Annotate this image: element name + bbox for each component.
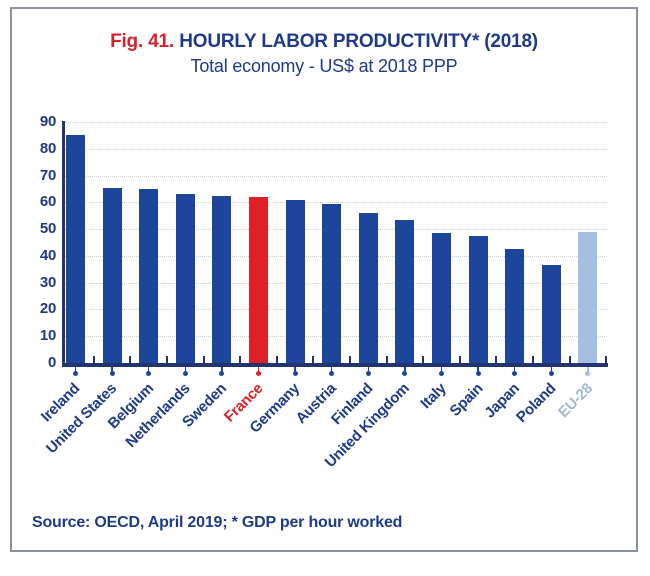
- y-tick-label-70: 70: [39, 166, 56, 184]
- chart-title: HOURLY LABOR PRODUCTIVITY* (2018): [179, 31, 538, 52]
- x-axis-tick: [458, 356, 461, 363]
- bar-united-kingdom: [395, 219, 415, 363]
- marker-dot-icon: [109, 371, 115, 376]
- bar-poland: [541, 265, 561, 363]
- x-axis-tick: [385, 356, 388, 363]
- y-tick-label-80: 80: [39, 139, 56, 157]
- marker-stem: [147, 366, 150, 372]
- marker-stem: [221, 366, 223, 372]
- bar-japan: [505, 249, 525, 363]
- x-axis-line: [62, 363, 608, 367]
- chart-header: Fig. 41. HOURLY LABOR PRODUCTIVITY* (2018…: [10, 30, 638, 77]
- marker-dot-icon: [146, 371, 152, 376]
- marker-dot-icon: [585, 371, 591, 376]
- y-axis-tick-labels: 0 10 20 30 40 50 60 70 80 90: [18, 113, 56, 371]
- marker-dot-icon: [548, 371, 554, 376]
- bar-austria: [322, 203, 342, 363]
- marker-dot-icon: [439, 371, 444, 376]
- marker-dot-icon: [329, 371, 335, 376]
- x-label-eu-28: EU-28: [554, 380, 596, 422]
- x-axis-tick: [239, 356, 242, 363]
- x-axis-tick: [92, 356, 95, 363]
- x-axis-tick: [275, 356, 278, 363]
- marker-dot-icon: [182, 371, 188, 376]
- marker-dot-icon: [402, 371, 408, 376]
- x-axis-tick: [422, 356, 425, 363]
- x-axis-tick: [166, 356, 168, 363]
- x-axis-end-tick: [604, 356, 607, 363]
- y-tick-label-90: 90: [39, 113, 56, 130]
- bar-spain: [468, 235, 488, 363]
- marker-stem: [184, 366, 187, 372]
- y-tick-label-60: 60: [39, 193, 56, 211]
- marker-stem: [294, 366, 296, 372]
- marker-dot-icon: [475, 371, 481, 376]
- y-tick-label-10: 10: [39, 327, 56, 345]
- marker-stem: [367, 366, 370, 372]
- bar-netherlands: [175, 194, 195, 363]
- plot-area: [62, 121, 607, 364]
- figure-number: Fig. 41.: [110, 31, 174, 52]
- bar-ireland: [66, 135, 85, 363]
- marker-stem: [111, 366, 113, 372]
- marker-stem: [74, 366, 77, 372]
- marker-stem: [477, 366, 479, 372]
- y-tick-label-0: 0: [47, 354, 56, 371]
- x-axis-tick: [495, 356, 498, 363]
- chart-subtitle: Total economy - US$ at 2018 PPP: [190, 56, 458, 76]
- marker-stem: [257, 366, 260, 372]
- x-axis-tick: [568, 356, 571, 363]
- x-axis-tick: [312, 356, 315, 363]
- x-axis-tick: [349, 356, 351, 363]
- y-tick-label-20: 20: [39, 300, 56, 318]
- marker-stem: [587, 366, 589, 372]
- marker-stem: [513, 366, 516, 372]
- y-tick-label-40: 40: [39, 246, 56, 264]
- y-tick-label-50: 50: [39, 220, 56, 238]
- bar-finland: [358, 213, 378, 363]
- gridline-70: [65, 175, 607, 177]
- gridline-90: [65, 122, 607, 123]
- bar-italy: [432, 233, 451, 363]
- marker-stem: [550, 366, 553, 372]
- marker-dot-icon: [365, 371, 371, 376]
- y-tick-label-30: 30: [39, 273, 56, 291]
- marker-dot-icon: [512, 371, 518, 376]
- x-label-poland: Poland: [513, 380, 560, 427]
- x-label-italy: Italy: [417, 380, 450, 413]
- bar-sweden: [212, 195, 232, 363]
- x-axis-tick: [532, 356, 534, 363]
- x-label-spain: Spain: [446, 380, 487, 420]
- marker-dot-icon: [292, 371, 298, 376]
- gridline-80: [65, 148, 607, 150]
- marker-stem: [440, 366, 443, 372]
- bar-germany: [285, 199, 305, 363]
- marker-dot-icon: [219, 371, 225, 376]
- marker-stem: [404, 366, 406, 372]
- x-axis-category-labels: Ireland United States Belgium Netherlands Sw…: [38, 380, 607, 500]
- x-axis-tick: [202, 356, 205, 363]
- y-axis-line: [62, 121, 65, 364]
- x-axis-tick: [129, 356, 132, 363]
- marker-dot-icon: [73, 371, 78, 376]
- bar-belgium: [139, 188, 159, 363]
- gridline-60: [65, 202, 607, 204]
- source-note: Source: OECD, April 2019; * GDP per hour…: [32, 514, 403, 531]
- marker-stem: [330, 366, 333, 372]
- bar-eu-28: [578, 231, 598, 363]
- bar-france: [249, 196, 268, 363]
- bar-united-states: [102, 187, 122, 363]
- marker-dot-icon: [256, 371, 261, 376]
- chart-title-line: Fig. 41. HOURLY LABOR PRODUCTIVITY* (2018…: [10, 30, 638, 53]
